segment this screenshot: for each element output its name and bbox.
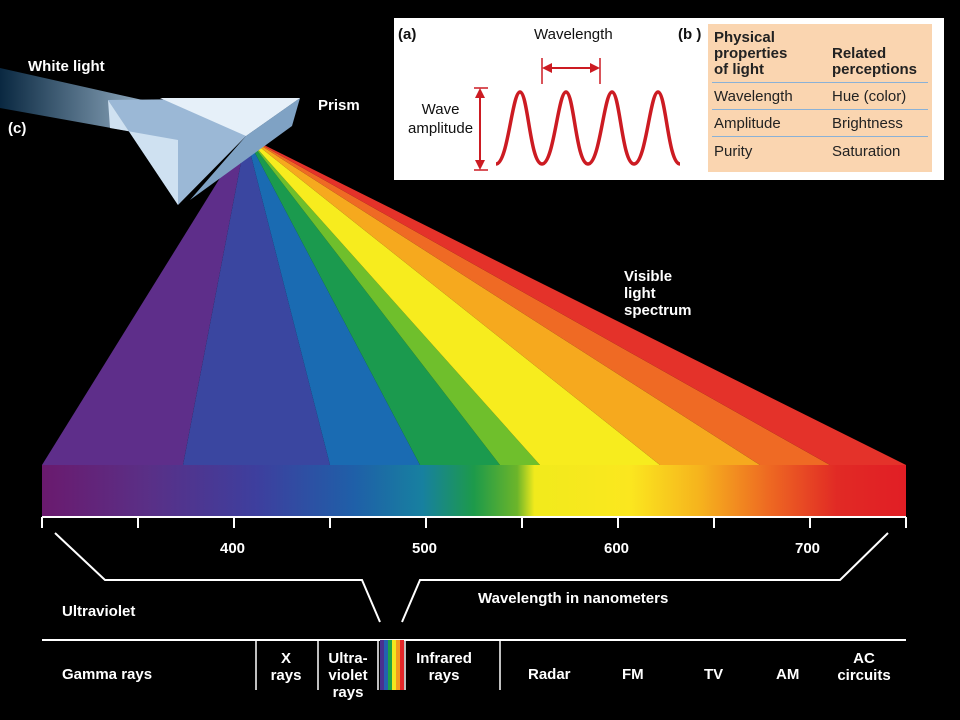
spectrum-band xyxy=(42,465,906,517)
zoom-bracket-right xyxy=(401,532,889,623)
part-c-label: (c) xyxy=(8,120,27,137)
ultraviolet-label: Ultraviolet xyxy=(62,603,136,620)
light-properties-table: Physical properties of light Related per… xyxy=(708,24,932,172)
em-band-fm: FM xyxy=(622,666,644,683)
tick-label: 500 xyxy=(412,540,438,557)
part-a-label: (a) xyxy=(398,26,417,43)
em-band-infrared: Infrared rays xyxy=(416,650,472,684)
table-header-physical: Physical properties of light xyxy=(714,29,788,78)
table-row: Amplitude Brightness xyxy=(712,110,928,137)
wave-graphic xyxy=(474,58,681,171)
tick-label: 600 xyxy=(604,540,630,557)
prism xyxy=(108,98,300,205)
em-dividers xyxy=(255,640,501,690)
em-band-am: AM xyxy=(776,666,800,683)
table-row: Purity Saturation xyxy=(714,143,901,160)
em-band-ac: AC circuits xyxy=(837,650,891,684)
visible-slice xyxy=(380,640,404,690)
zoom-bracket xyxy=(54,532,381,623)
tick-label: 400 xyxy=(220,540,246,557)
dispersion-fan xyxy=(42,136,906,465)
inset-panel: (a) Wavelength Wave amplitude (b ) Physic… xyxy=(394,18,944,180)
white-light-label: White light xyxy=(28,58,105,75)
tick-label: 700 xyxy=(795,540,821,557)
em-band-gamma: Gamma rays xyxy=(62,666,153,683)
em-band-radar: Radar xyxy=(528,666,571,683)
table-header-perceptions: Related perceptions xyxy=(832,45,918,78)
amplitude-caption: Wave amplitude xyxy=(408,101,474,137)
em-band-uv: Ultra-violet rays xyxy=(328,650,368,701)
wavelength-axis xyxy=(41,516,907,528)
wavelength-caption: Wavelength xyxy=(534,26,613,43)
wavelength-nm-label: Wavelength in nanometers xyxy=(478,590,669,607)
prism-label: Prism xyxy=(318,97,360,114)
visible-spectrum-label: Visible light spectrum xyxy=(624,268,692,319)
part-b-label: (b ) xyxy=(678,26,702,43)
em-band-tv: TV xyxy=(704,666,724,683)
table-row: Wavelength Hue (color) xyxy=(712,82,928,110)
